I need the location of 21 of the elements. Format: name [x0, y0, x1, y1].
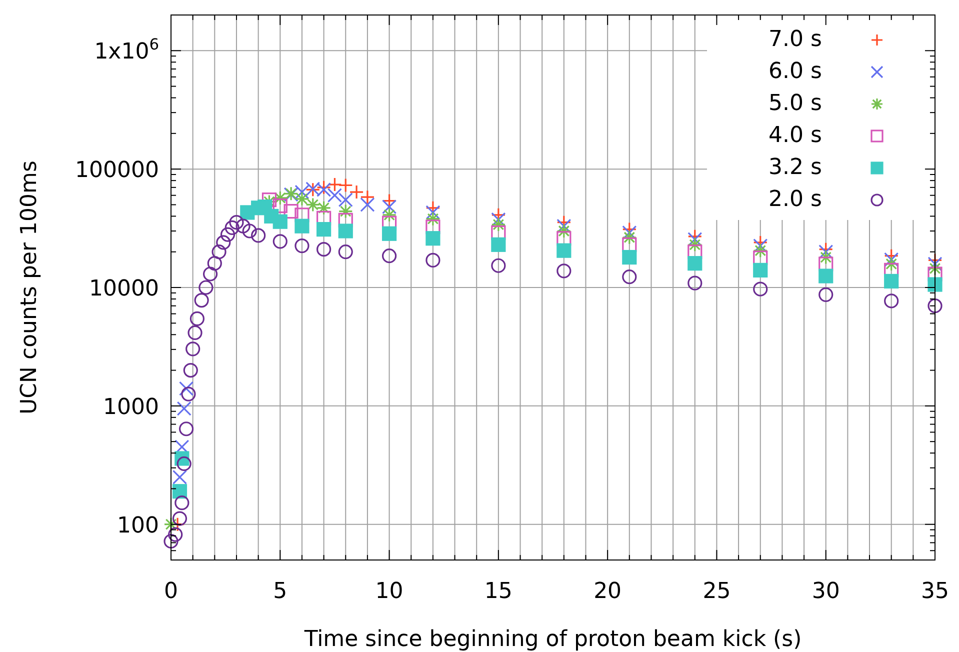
- y-tick-label: 1x10$^{6}$: [94, 36, 159, 65]
- legend-label: 4.0 s: [768, 123, 822, 148]
- x-tick-label: 25: [702, 579, 731, 604]
- x-tick-label: 10: [375, 579, 404, 604]
- legend-label: 7.0 s: [768, 27, 822, 52]
- x-tick-label: 5: [273, 579, 288, 604]
- x-tick-label: 30: [812, 579, 840, 604]
- y-axis-title: UCN counts per 100ms: [17, 160, 42, 414]
- y-tick-label: 10000: [89, 276, 159, 302]
- legend-label: 5.0 s: [768, 91, 822, 116]
- x-tick-label: 35: [921, 579, 949, 604]
- y-tick-label: 1000: [103, 394, 159, 420]
- legend-label: 6.0 s: [768, 59, 822, 84]
- legend-label: 3.2 s: [768, 155, 822, 180]
- legend-label: 2.0 s: [768, 187, 822, 212]
- x-axis-title: Time since beginning of proton beam kick (s): [303, 627, 802, 652]
- y-tick-label: 100000: [75, 158, 159, 184]
- x-tick-label: 0: [164, 579, 178, 604]
- y-tick-label: 100: [117, 513, 159, 538]
- x-tick-label: 20: [594, 579, 622, 604]
- x-tick-label: 15: [484, 579, 512, 604]
